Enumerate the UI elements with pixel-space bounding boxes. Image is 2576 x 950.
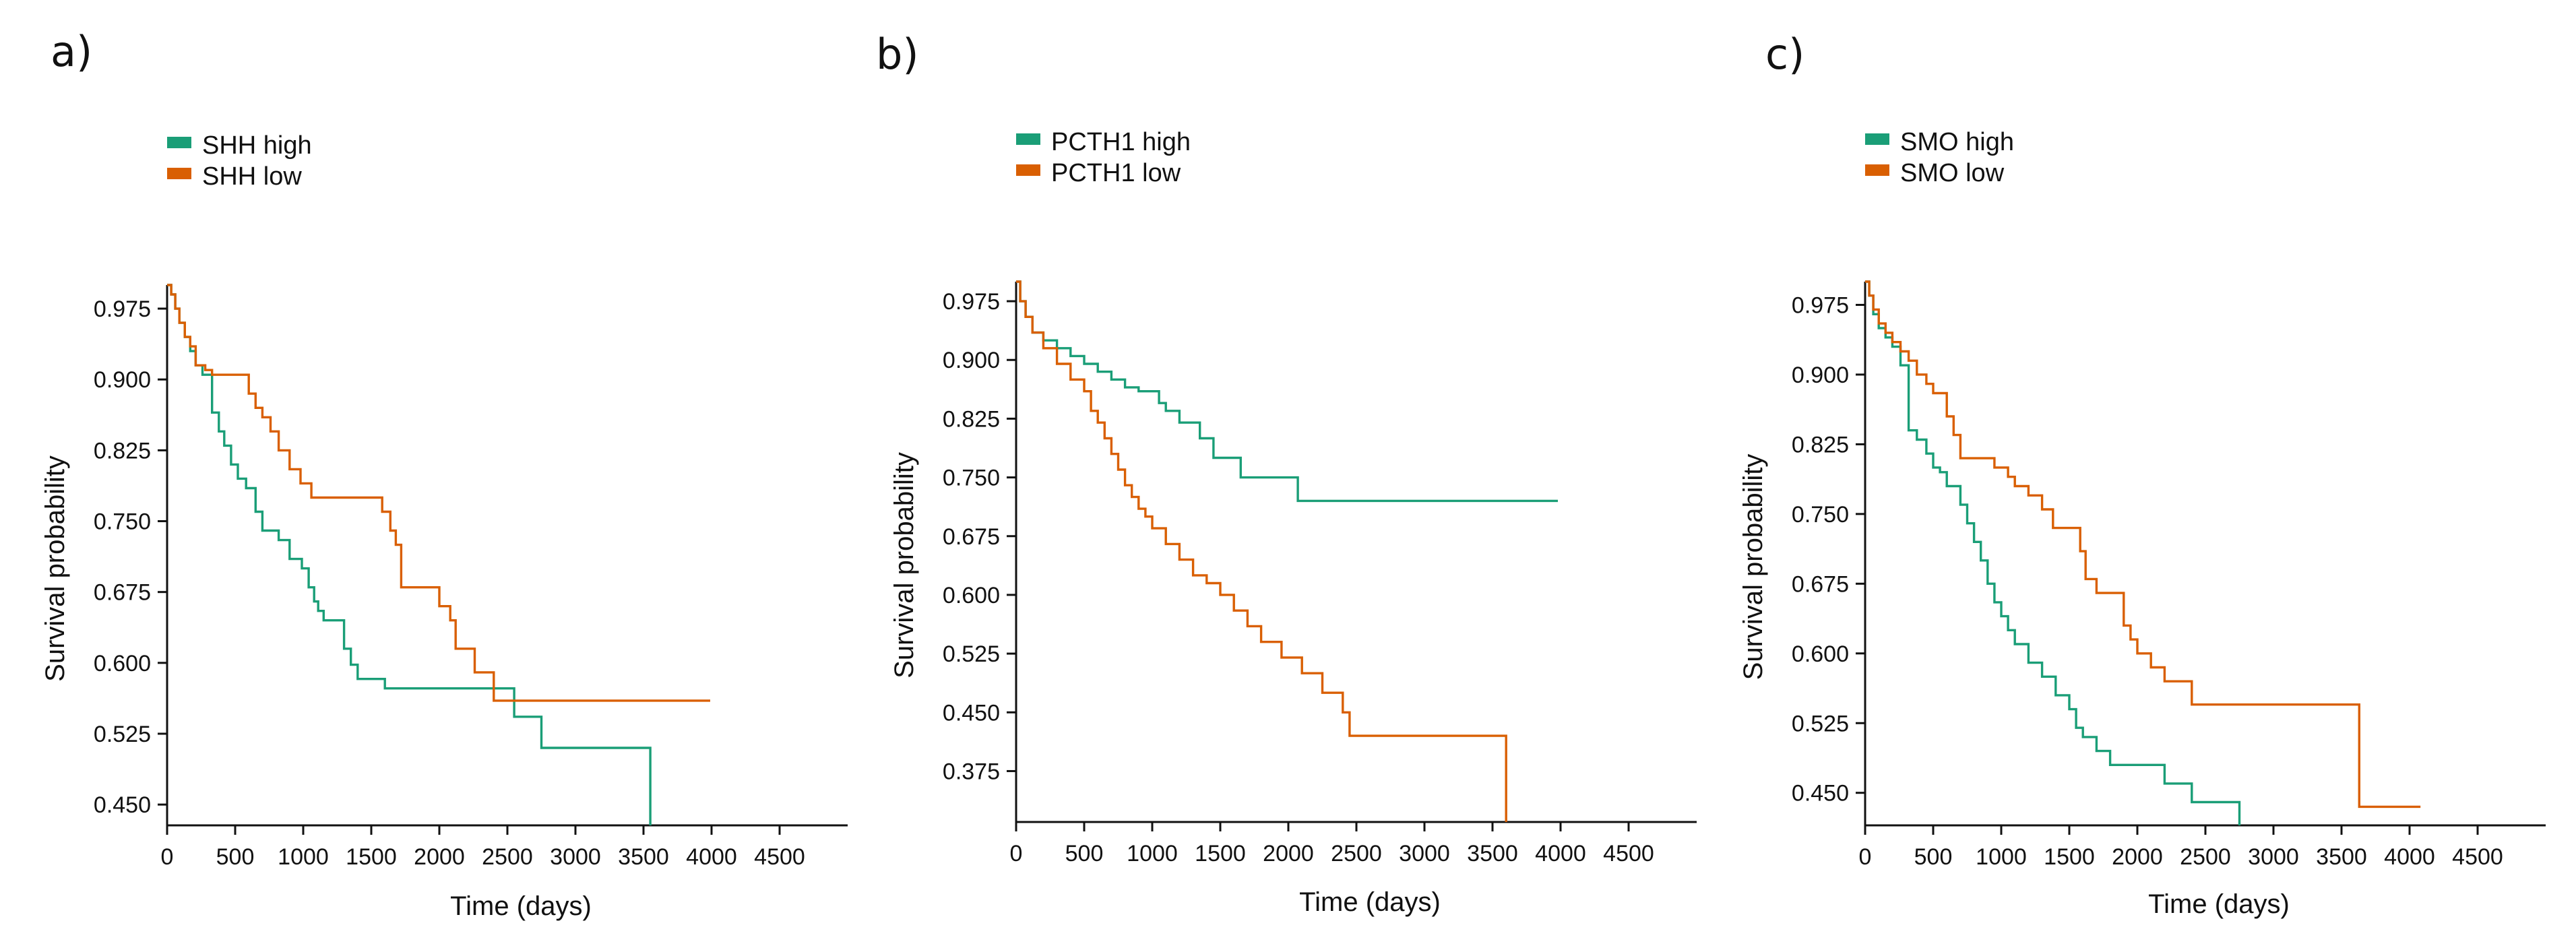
- x-tick-label: 0: [1010, 841, 1023, 866]
- legend-label-low: SMO low: [1900, 159, 2005, 187]
- survival-curve-low: [1016, 280, 1507, 822]
- survival-curve-high: [1865, 280, 2241, 825]
- y-tick-label: 0.675: [1792, 571, 1849, 597]
- y-tick-label: 0.600: [943, 583, 1000, 608]
- y-tick-label: 0.375: [943, 759, 1000, 784]
- y-tick-label: 0.900: [94, 367, 151, 393]
- x-axis-title: Time (days): [2148, 889, 2290, 919]
- y-tick-label: 0.750: [94, 509, 151, 535]
- y-tick-label: 0.600: [94, 651, 151, 676]
- panel-label: a): [51, 27, 92, 76]
- x-tick-label: 3000: [550, 844, 601, 870]
- legend-swatch-low: [1865, 164, 1889, 176]
- y-axis-title: Survival probability: [1738, 454, 1768, 680]
- x-tick-label: 4500: [754, 844, 805, 870]
- chart-panel-3: c) SMO high SMO low 0 500 1000 1500 2000 2500 300…: [1738, 30, 2546, 919]
- panel-label: b): [876, 30, 919, 79]
- x-tick-label: 2500: [482, 844, 533, 870]
- x-tick-label: 500: [216, 844, 255, 870]
- survival-curve-high: [167, 284, 652, 825]
- legend-swatch-high: [1016, 133, 1040, 145]
- legend-swatch-low: [167, 168, 191, 179]
- x-tick-label: 500: [1914, 844, 1953, 870]
- x-tick-label: 0: [1859, 844, 1872, 870]
- x-tick-label: 4000: [2384, 844, 2435, 870]
- survival-curve-low: [1865, 280, 2421, 809]
- y-tick-label: 0.525: [94, 722, 151, 747]
- x-axis-title: Time (days): [450, 891, 592, 921]
- x-tick-label: 4500: [2452, 844, 2503, 870]
- y-tick-label: 0.600: [1792, 641, 1849, 667]
- y-tick-label: 0.825: [943, 406, 1000, 432]
- y-tick-label: 0.675: [94, 580, 151, 606]
- y-tick-label: 0.675: [943, 524, 1000, 550]
- y-tick-label: 0.975: [1792, 292, 1849, 318]
- y-tick-label: 0.750: [1792, 502, 1849, 528]
- x-tick-label: 2000: [1263, 841, 1314, 866]
- legend-swatch-high: [167, 137, 191, 148]
- x-tick-label: 4000: [686, 844, 737, 870]
- legend-label-low: PCTH1 low: [1051, 159, 1181, 187]
- x-tick-label: 1500: [1195, 841, 1246, 866]
- survival-curve-high: [1016, 280, 1558, 503]
- x-tick-label: 0: [161, 844, 174, 870]
- x-tick-label: 3000: [2248, 844, 2299, 870]
- legend-label-low: SHH low: [202, 162, 302, 191]
- y-tick-label: 0.750: [943, 466, 1000, 491]
- y-tick-label: 0.900: [1792, 362, 1849, 388]
- x-tick-label: 1500: [346, 844, 397, 870]
- x-tick-label: 1000: [1976, 844, 2027, 870]
- y-tick-label: 0.900: [943, 348, 1000, 373]
- y-tick-label: 0.525: [943, 641, 1000, 667]
- x-tick-label: 3000: [1399, 841, 1450, 866]
- survival-curve-low: [167, 284, 710, 702]
- legend-swatch-high: [1865, 133, 1889, 145]
- x-tick-label: 2000: [414, 844, 465, 870]
- y-tick-label: 0.825: [1792, 432, 1849, 457]
- legend-label-high: SMO high: [1900, 128, 2014, 156]
- x-tick-label: 3500: [2316, 844, 2367, 870]
- chart-panel-2: b) PCTH1 high PCTH1 low 0 500 1000 1500 2000 250…: [876, 30, 1697, 917]
- y-tick-label: 0.525: [1792, 711, 1849, 736]
- y-axis-title: Survival probability: [40, 455, 70, 682]
- y-tick-label: 0.450: [94, 792, 151, 818]
- legend-label-high: PCTH1 high: [1051, 128, 1191, 156]
- y-tick-label: 0.975: [94, 296, 151, 322]
- y-tick-label: 0.450: [1792, 781, 1849, 806]
- x-tick-label: 1000: [278, 844, 329, 870]
- y-axis-title: Survival probability: [889, 452, 919, 678]
- legend-label-high: SHH high: [202, 131, 312, 160]
- x-tick-label: 4500: [1603, 841, 1654, 866]
- y-tick-label: 0.825: [94, 438, 151, 464]
- x-tick-label: 3500: [1467, 841, 1518, 866]
- x-tick-label: 2000: [2112, 844, 2163, 870]
- x-tick-label: 1000: [1127, 841, 1178, 866]
- x-tick-label: 1500: [2044, 844, 2095, 870]
- x-tick-label: 500: [1065, 841, 1104, 866]
- x-tick-label: 4000: [1535, 841, 1586, 866]
- y-tick-label: 0.450: [943, 700, 1000, 726]
- y-tick-label: 0.975: [943, 289, 1000, 315]
- x-tick-label: 3500: [618, 844, 669, 870]
- x-tick-label: 2500: [1331, 841, 1382, 866]
- legend-swatch-low: [1016, 164, 1040, 176]
- x-axis-title: Time (days): [1299, 887, 1441, 917]
- x-tick-label: 2500: [2180, 844, 2231, 870]
- panel-label: c): [1765, 30, 1804, 79]
